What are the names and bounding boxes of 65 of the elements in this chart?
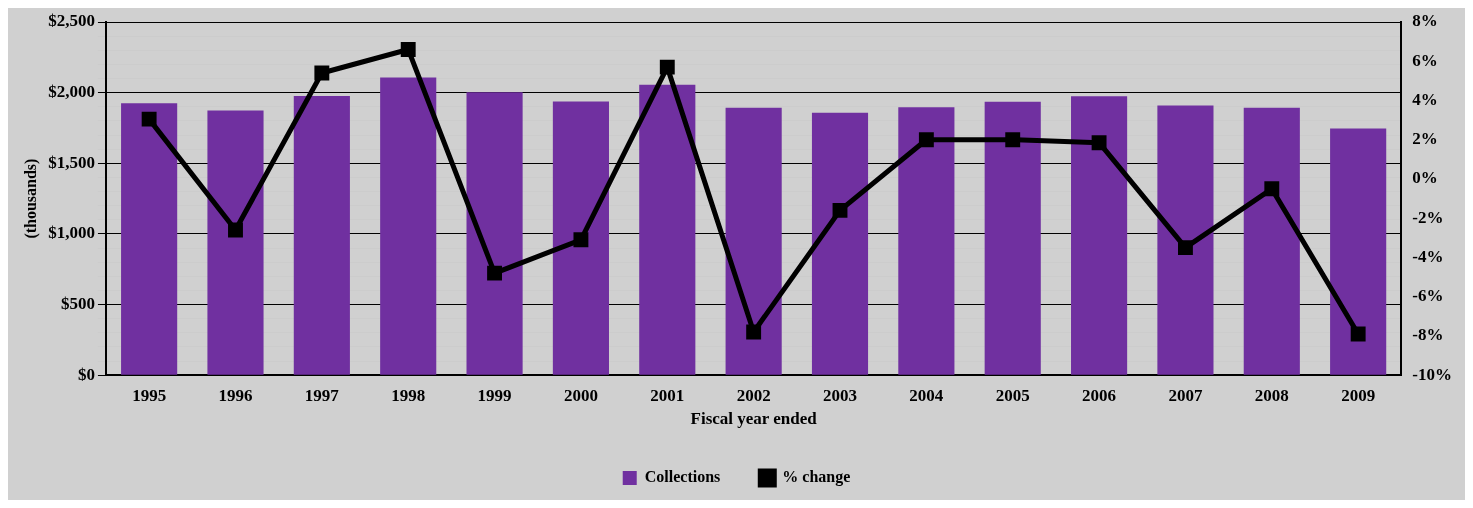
point — [228, 222, 243, 238]
bar — [725, 107, 782, 375]
bar — [121, 103, 178, 375]
point — [832, 202, 848, 218]
y2-tick-label: -8% — [1412, 325, 1444, 345]
x-tick-label: 2003 — [823, 385, 857, 405]
x-axis-title: Fiscal year ended — [690, 409, 818, 429]
y-tick-label: $0 — [77, 364, 95, 384]
point — [918, 132, 934, 148]
bar — [639, 84, 696, 375]
x-tick-label: 2008 — [1254, 385, 1289, 405]
y2-tick-label: 8% — [1412, 11, 1438, 31]
x-tick-label: 2007 — [1168, 385, 1203, 405]
y2-tick-label: 2% — [1412, 129, 1438, 149]
x-tick-label: 2000 — [563, 385, 598, 405]
x-tick-label: 1996 — [218, 385, 253, 405]
x-tick-label: 2001 — [650, 385, 685, 405]
y-tick-label: $2,500 — [48, 11, 95, 31]
bar — [984, 101, 1041, 375]
bar — [466, 92, 523, 375]
x-tick-label: 2004 — [909, 385, 944, 405]
y2-tick-label: -10% — [1412, 364, 1453, 384]
y2-tick-label: 6% — [1412, 50, 1438, 70]
bar — [1157, 105, 1214, 375]
x-tick-label: 2006 — [1082, 385, 1117, 405]
y-tick-label: $500 — [60, 293, 95, 313]
point — [1091, 135, 1107, 151]
point — [746, 324, 762, 340]
point — [141, 111, 157, 127]
bar — [898, 107, 955, 375]
bar — [811, 112, 869, 375]
x-tick-label: 2005 — [995, 385, 1030, 405]
bar — [293, 95, 350, 375]
point — [487, 265, 503, 281]
x-tick-label: 1998 — [391, 385, 426, 405]
y-tick-label: $1,500 — [48, 152, 95, 172]
point — [314, 65, 330, 81]
point — [400, 42, 416, 57]
y2-tick-label: 4% — [1412, 89, 1438, 109]
bar — [1071, 96, 1128, 375]
point — [659, 59, 675, 75]
bar — [552, 101, 609, 375]
x-tick-label: 1995 — [132, 385, 167, 405]
bar — [1243, 107, 1300, 375]
x-tick-label: 1999 — [477, 385, 512, 405]
legend-label: Collections — [644, 468, 721, 486]
y2-tick-label: -2% — [1412, 207, 1444, 227]
point — [573, 232, 589, 248]
x-tick-label: 1997 — [304, 385, 340, 405]
legend-label: % change — [782, 468, 851, 487]
bar — [1330, 128, 1387, 375]
bar — [380, 77, 437, 375]
y2-tick-label: 0% — [1412, 168, 1438, 188]
bar — [207, 110, 264, 375]
point — [1005, 132, 1021, 148]
y-tick-label: $2,000 — [48, 82, 95, 102]
y2-tick-label: -6% — [1412, 286, 1444, 306]
point — [1177, 240, 1193, 256]
point — [1350, 326, 1366, 342]
point — [1264, 181, 1280, 197]
x-tick-label: 2002 — [736, 385, 771, 405]
y2-tick-label: -4% — [1412, 246, 1444, 266]
y-axis-title: (thousands) — [21, 158, 40, 239]
x-tick-label: 2009 — [1341, 385, 1376, 405]
y-tick-label: $1,000 — [48, 223, 95, 243]
